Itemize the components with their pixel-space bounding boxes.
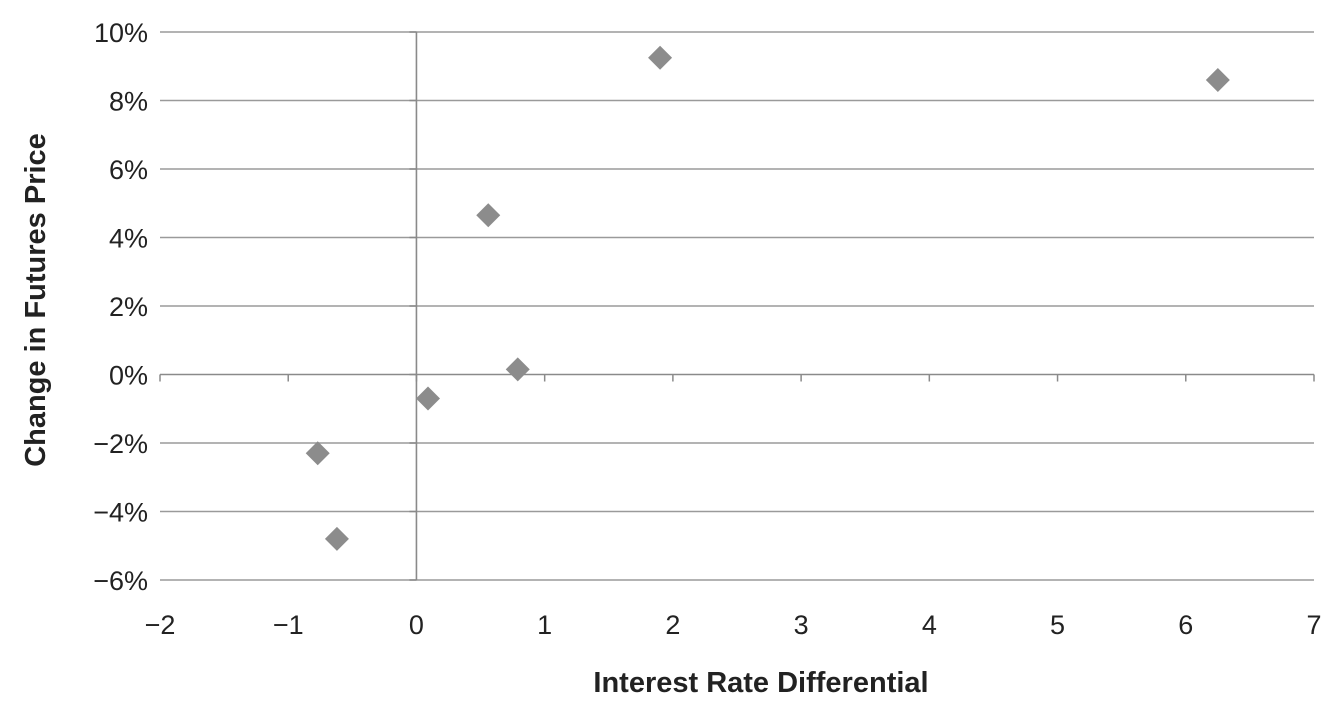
data-points bbox=[305, 45, 1230, 551]
data-point bbox=[505, 357, 530, 382]
x-tick-label: 2 bbox=[665, 610, 680, 640]
y-tick-labels: −6% −4% −2% 0% 2% 4% 6% 8% 10% bbox=[93, 18, 148, 596]
y-tick-label: 4% bbox=[109, 224, 148, 254]
x-tick-label: 4 bbox=[922, 610, 937, 640]
x-tick-label: 0 bbox=[409, 610, 424, 640]
y-tick-label: 2% bbox=[109, 292, 148, 322]
y-tick-label: −4% bbox=[93, 498, 148, 528]
x-tick-label: −2 bbox=[145, 610, 176, 640]
y-tick-label: −2% bbox=[93, 429, 148, 459]
y-axis-title: Change in Futures Price bbox=[20, 133, 52, 467]
tick-marks bbox=[159, 31, 1315, 581]
y-tick-label: 10% bbox=[94, 18, 148, 48]
y-tick-label: 0% bbox=[109, 361, 148, 391]
x-axis-title: Interest Rate Differential bbox=[593, 667, 928, 699]
y-tick-label: −6% bbox=[93, 566, 148, 596]
x-tick-label: 7 bbox=[1306, 610, 1321, 640]
x-tick-label: −1 bbox=[273, 610, 304, 640]
x-tick-labels: −2 −1 0 1 2 3 4 5 6 7 bbox=[145, 610, 1322, 640]
x-tick-label: 6 bbox=[1178, 610, 1193, 640]
gridlines bbox=[160, 31, 1314, 581]
data-point bbox=[415, 386, 440, 411]
x-tick-label: 3 bbox=[794, 610, 809, 640]
x-tick-label: 1 bbox=[537, 610, 552, 640]
data-point bbox=[305, 441, 330, 466]
data-point bbox=[648, 45, 673, 70]
x-tick-label: 5 bbox=[1050, 610, 1065, 640]
data-point bbox=[324, 526, 349, 551]
y-tick-label: 8% bbox=[109, 87, 148, 117]
data-point bbox=[476, 203, 501, 228]
y-tick-label: 6% bbox=[109, 155, 148, 185]
data-point bbox=[1205, 67, 1230, 92]
